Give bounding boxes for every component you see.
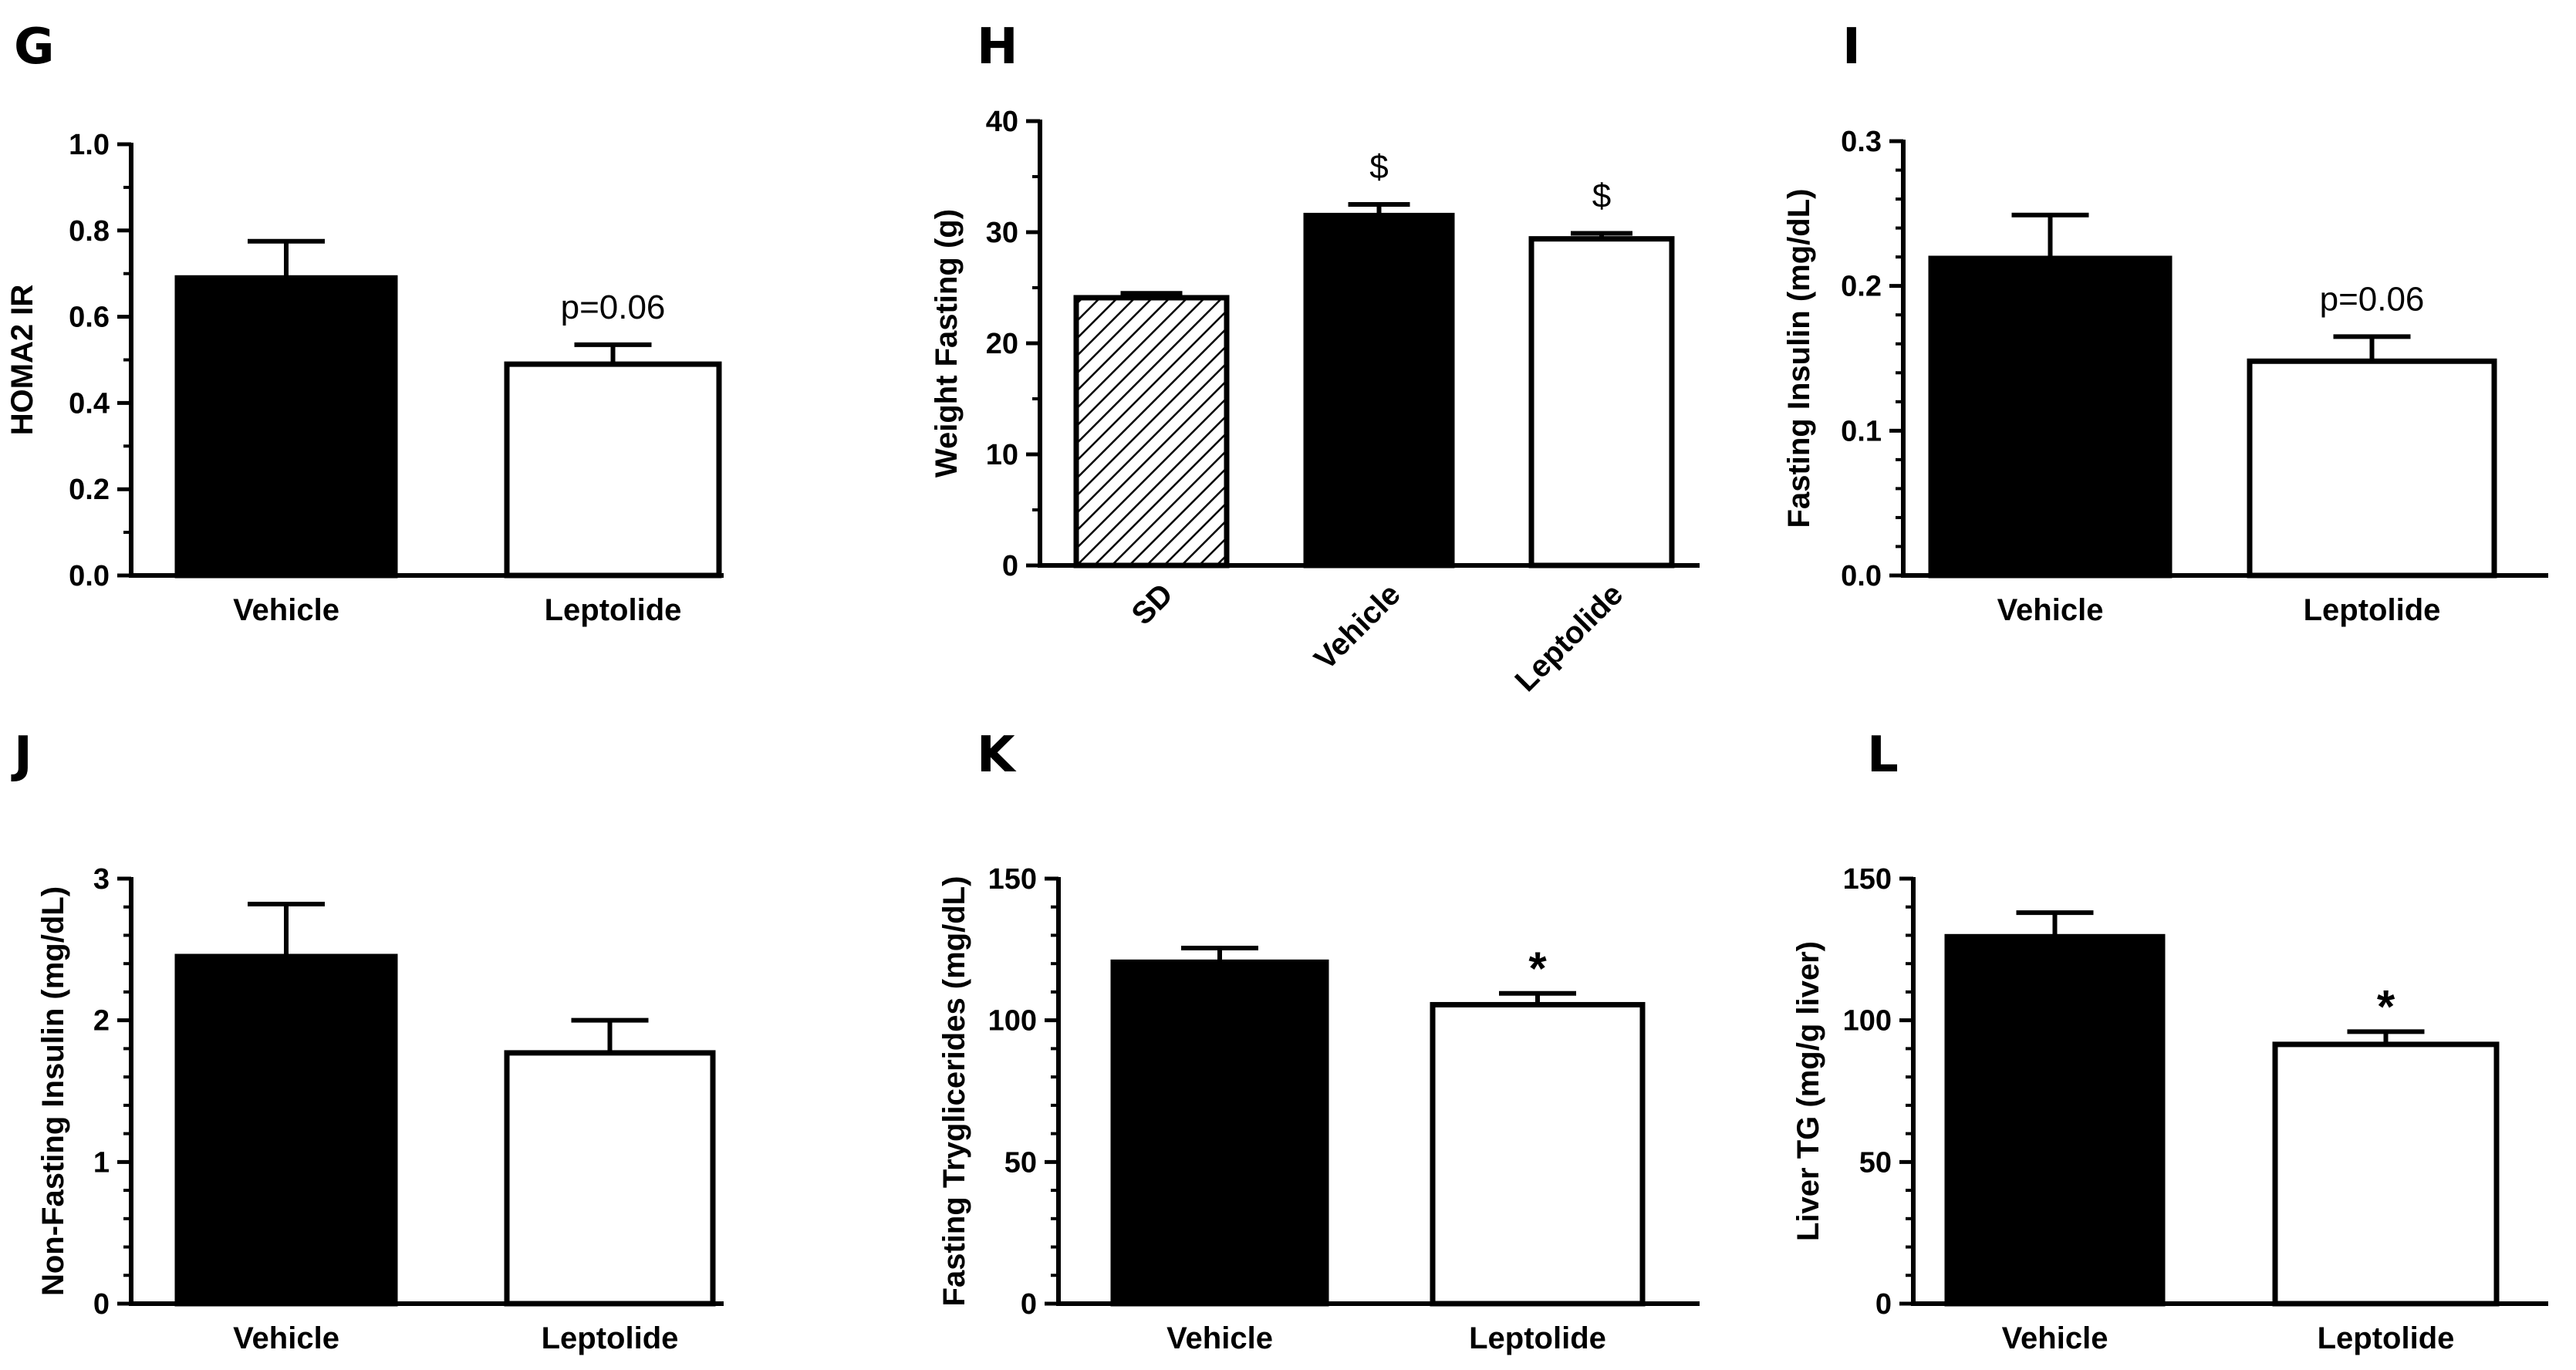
y-axis-label: Liver TG (mg/g liver)	[1791, 941, 1825, 1241]
x-category-label: Vehicle	[233, 1321, 339, 1355]
bar-leptolide	[504, 361, 722, 579]
bar-vehicle	[174, 953, 398, 1307]
y-tick-label: 0.0	[69, 560, 110, 592]
y-tick-label: 10	[986, 439, 1018, 471]
y-tick-label: 0.1	[1841, 415, 1882, 447]
annotation-label: $	[1369, 148, 1388, 186]
y-tick-label: 0.2	[69, 474, 110, 506]
y-tick-label: 1.0	[69, 129, 110, 161]
y-tick-label: 20	[986, 328, 1018, 360]
x-category-label: Leptolide	[545, 593, 682, 627]
annotation-label: *	[1528, 943, 1547, 994]
panel-h: H 0 10 20 30 40 Weight Fasting (g) SD Vehicle $ Le…	[930, 19, 1700, 698]
bar-vehicle	[174, 275, 398, 579]
x-category-label: Leptolide	[2318, 1321, 2455, 1355]
bar-leptolide	[2272, 1041, 2500, 1307]
y-tick-label: 0	[93, 1288, 110, 1321]
y-axis-label: Fasting Tryglicerides (mg/dL)	[937, 876, 971, 1307]
y-tick-label: 0.8	[69, 215, 110, 248]
y-tick-label: 0.2	[1841, 271, 1882, 303]
bar-sd	[1073, 295, 1230, 569]
bar-leptolide	[1528, 236, 1675, 569]
y-tick-label: 3	[93, 863, 110, 896]
x-category-label: Leptolide	[2304, 593, 2441, 627]
y-tick-label: 1	[93, 1146, 110, 1179]
annotation-label: p=0.06	[2320, 280, 2425, 318]
panel-k: K 0 50 100 150 Fasting Tryglicerides (mg/dL) V…	[937, 727, 1700, 1355]
panel-j: J 0 1 2 3 Non-Fasting Insulin (mg/dL) Vehicle L…	[11, 727, 724, 1355]
y-tick-label: 0.6	[69, 302, 110, 334]
panel-letter: L	[1867, 727, 1899, 784]
y-axis-label: Non-Fasting Insulin (mg/dL)	[36, 886, 70, 1296]
y-tick-label: 0.4	[69, 387, 110, 420]
annotation-label: $	[1592, 177, 1611, 214]
y-tick-label: 100	[988, 1005, 1037, 1038]
y-axis-label: Fasting Insulin (mg/dL)	[1782, 189, 1816, 528]
bar-vehicle	[1944, 933, 2166, 1307]
panel-letter: G	[14, 19, 55, 76]
y-tick-label: 0	[1002, 550, 1018, 582]
x-category-label: Leptolide	[542, 1321, 679, 1355]
annotation-label: p=0.06	[561, 289, 666, 326]
panel-g: G 0.0 0.2 0.4 0.6 0.8 1.0 HOMA2 IR Vehicle Leptol…	[5, 19, 724, 627]
panel-l: L 0 50 100 150 Liver TG (mg/g liver) Vehicle Le…	[1791, 727, 2548, 1355]
y-tick-label: 0	[1875, 1288, 1892, 1321]
y-tick-label: 40	[986, 106, 1018, 138]
bar-vehicle	[1110, 959, 1329, 1307]
x-category-label: Leptolide	[1509, 577, 1630, 698]
y-tick-label: 30	[986, 217, 1018, 249]
y-tick-label: 150	[988, 863, 1037, 896]
bar-leptolide	[504, 1050, 716, 1307]
y-tick-label: 50	[1859, 1146, 1892, 1179]
panel-i: I 0.0 0.1 0.2 0.3 Fasting Insulin (mg/dL) Vehi…	[1782, 19, 2548, 627]
bar-leptolide	[1430, 1001, 1646, 1307]
annotation-label: *	[2377, 980, 2395, 1032]
panel-letter: J	[11, 727, 32, 784]
x-category-label: Vehicle	[233, 593, 339, 627]
bar-vehicle	[1303, 212, 1455, 569]
x-category-label: SD	[1125, 577, 1179, 631]
bar-vehicle	[1928, 255, 2173, 579]
y-axis-label: Weight Fasting (g)	[930, 209, 964, 477]
bar-leptolide	[2247, 358, 2497, 579]
y-tick-label: 0	[1021, 1288, 1037, 1321]
x-category-label: Leptolide	[1469, 1321, 1606, 1355]
x-category-label: Vehicle	[1166, 1321, 1273, 1355]
y-tick-label: 0.0	[1841, 560, 1882, 592]
y-axis-label: HOMA2 IR	[5, 285, 39, 436]
y-tick-label: 50	[1004, 1146, 1037, 1179]
x-category-label: Vehicle	[2002, 1321, 2108, 1355]
panel-letter: I	[1842, 19, 1861, 76]
y-tick-label: 2	[93, 1005, 110, 1038]
y-tick-label: 100	[1843, 1005, 1892, 1038]
y-tick-label: 150	[1843, 863, 1892, 896]
y-tick-label: 0.3	[1841, 126, 1882, 158]
panel-letter: K	[977, 727, 1017, 784]
panel-letter: H	[977, 19, 1018, 76]
x-category-label: Vehicle	[1308, 577, 1407, 677]
x-category-label: Vehicle	[1997, 593, 2104, 627]
